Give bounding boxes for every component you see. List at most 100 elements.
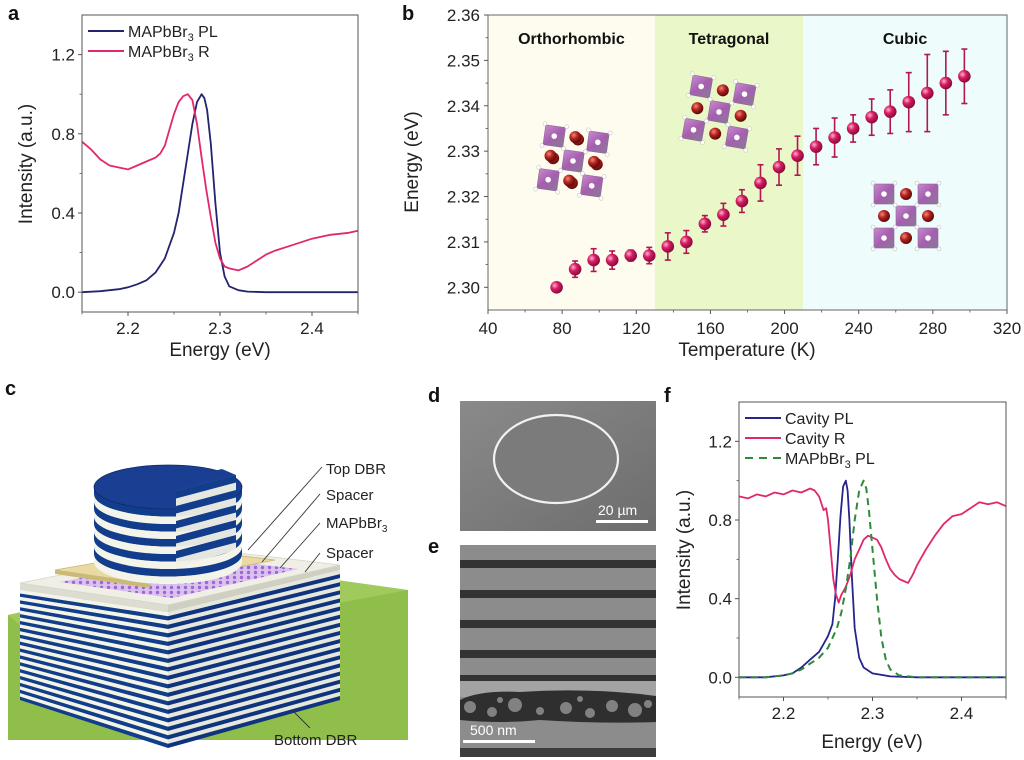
marker: [754, 176, 767, 190]
data-point: [939, 50, 953, 116]
ma-cation: [544, 149, 557, 162]
marker: [883, 105, 897, 118]
data-point: [680, 229, 693, 255]
y-tick-label: 2.33: [447, 142, 480, 161]
cutout-dark-layer: [176, 490, 236, 514]
dbr-light-layer: [168, 626, 340, 676]
dbr-dark-layer: [20, 655, 168, 697]
phase-label-tetragonal: Tetragonal: [689, 31, 770, 48]
marker: [772, 160, 786, 174]
br-corner-atom: [707, 97, 713, 102]
dbr-dark-layer: [168, 695, 340, 748]
grain: [577, 696, 583, 702]
data-point: [642, 246, 656, 265]
y-tick-label: 2.35: [447, 51, 480, 70]
dbr-dark-layer: [460, 560, 656, 568]
data-point: [958, 48, 971, 105]
perovskite-film: [460, 690, 656, 723]
br-corner-atom: [555, 189, 560, 195]
dbr-dark-layer: [168, 679, 340, 731]
dbr-dark-layer: [460, 650, 656, 658]
data-point: [846, 114, 860, 143]
legend-entry: Cavity R: [745, 431, 845, 448]
pb-atom: [570, 158, 576, 164]
data-point: [902, 71, 916, 133]
pb-atom: [595, 139, 601, 146]
y-axis-title: Intensity (a.u.): [674, 490, 695, 610]
panel-letter-b: b: [402, 3, 414, 25]
marker: [809, 140, 823, 153]
legend-label: Cavity PL: [785, 411, 854, 428]
data-point: [809, 127, 823, 166]
data-point: [550, 281, 563, 294]
micropillar-disk: [492, 413, 620, 505]
x-tick-label: 160: [696, 319, 724, 338]
dbr-dark-layer: [168, 655, 340, 706]
grain: [497, 697, 503, 703]
ma-cation: [900, 232, 912, 244]
x-axis-title: Energy (eV): [169, 340, 270, 361]
dbr-light-layer: [20, 603, 168, 634]
dbr-dark-layer: [94, 547, 242, 577]
br-corner-atom: [604, 152, 610, 157]
marker: [680, 235, 693, 249]
dbr-light-layer: [168, 635, 340, 685]
dbr-dark-layer: [168, 590, 340, 638]
inset-tetragonal-structure: [678, 71, 760, 153]
pb-atom: [881, 191, 887, 197]
pb-atom: [690, 127, 697, 133]
chart-f-cavity-spectra: 2.2 2.3 2.4 0.0 0.4 0.8 1.2 Cavity PL Cavity R M…: [674, 401, 1007, 753]
dbr-dark-layer: [460, 590, 656, 598]
dbr-light-layer: [20, 665, 168, 710]
inset-orthorhombic-structure: [533, 121, 613, 201]
dbr-light-layer: [20, 645, 168, 685]
dbr-dark-layer: [20, 600, 168, 629]
bottom-dbr-left-face: [20, 583, 168, 748]
marker: [698, 217, 712, 231]
y-tick-label: 1.2: [708, 432, 732, 451]
marker: [735, 194, 749, 208]
data-point: [754, 163, 767, 202]
br-corner-atom: [892, 180, 898, 186]
br-corner-atom: [536, 165, 542, 170]
br-corner-atom: [601, 174, 607, 179]
cutout-dark-layer: [176, 535, 236, 559]
legend-entry: MAPbBr3 PL: [745, 451, 875, 471]
br-corner-atom: [564, 124, 569, 130]
br-corner-atom: [914, 202, 920, 208]
dbr-dark-layer: [20, 696, 168, 748]
pb-atom: [741, 91, 748, 97]
marker: [605, 253, 619, 267]
data-point: [772, 148, 786, 186]
dbr-dark-layer: [20, 627, 168, 663]
marker: [624, 249, 638, 262]
y-tick-label: 0.8: [51, 125, 75, 144]
marker: [958, 69, 971, 83]
spacer-edge: [20, 583, 168, 612]
scale-bar: [596, 520, 648, 523]
ma-cation: [922, 210, 934, 222]
br-corner-atom: [743, 147, 749, 153]
dbr-dark-layer: [20, 614, 168, 646]
br-corner-atom: [608, 130, 613, 136]
top-dbr-pillar: [93, 464, 243, 584]
cutout-dark-layer: [176, 475, 236, 499]
grain: [628, 703, 642, 717]
br-corner-atom: [751, 104, 756, 110]
br-corner-atom: [533, 186, 538, 192]
y-tick-label: 0.4: [51, 204, 75, 223]
br-corner-atom: [558, 168, 563, 173]
cutout-top: [164, 469, 236, 491]
dbr-dark-layer: [168, 574, 340, 621]
data-point: [865, 98, 878, 137]
dbr-dark-layer: [168, 630, 340, 680]
marker: [661, 240, 675, 253]
dbr-light-layer: [168, 578, 340, 625]
x-tick-label: 2.2: [772, 704, 796, 723]
panel-letter-d: d: [428, 385, 440, 407]
dbr-dark-layer: [20, 682, 168, 731]
dbr-light-layer: [20, 686, 168, 736]
microcavity-schematic: Top DBR Spacer MAPbBr3 Spacer Bottom DBR: [8, 461, 408, 749]
y-tick-label: 2.34: [447, 97, 480, 116]
